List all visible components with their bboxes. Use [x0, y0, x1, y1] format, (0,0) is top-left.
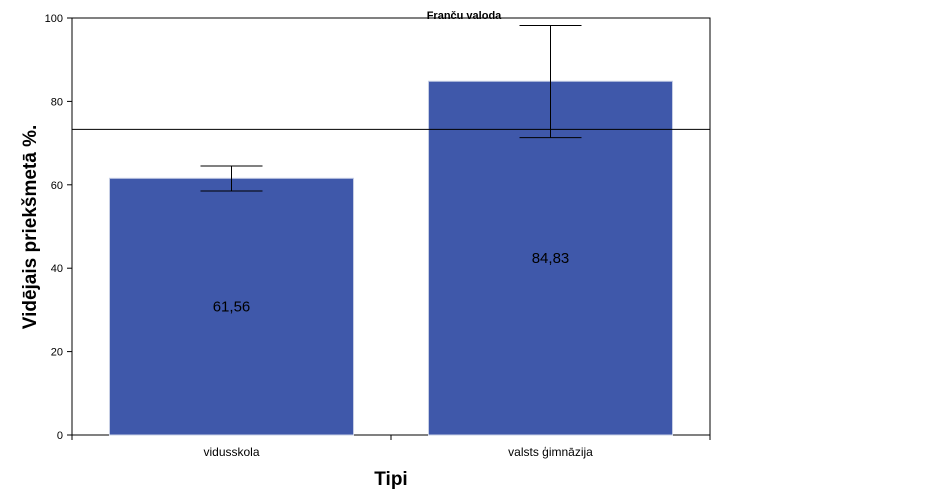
x-tick-label: vidusskola: [203, 445, 259, 459]
y-tick-label: 60: [51, 180, 63, 192]
y-axis-title: Vidējais priekšmetā %.: [20, 125, 41, 330]
bar: [427, 80, 674, 436]
y-tick-label: 100: [45, 13, 63, 25]
bar-value-label: 61,56: [213, 299, 251, 316]
y-tick-label: 80: [51, 96, 63, 108]
x-tick-label: valsts ģimnāzija: [508, 445, 593, 459]
chart-title: Franču valoda: [427, 10, 502, 22]
bar: [108, 177, 355, 436]
y-tick-label: 0: [57, 430, 63, 442]
bar-value-label: 84,83: [532, 250, 570, 267]
x-axis-title: Tipi: [374, 469, 407, 490]
y-tick-label: 20: [51, 347, 63, 359]
plot-area: 0 20 40 60 80 100 61,56 vidusskola 84,83 valsts ģ…: [45, 13, 711, 459]
y-tick-label: 40: [51, 263, 63, 275]
